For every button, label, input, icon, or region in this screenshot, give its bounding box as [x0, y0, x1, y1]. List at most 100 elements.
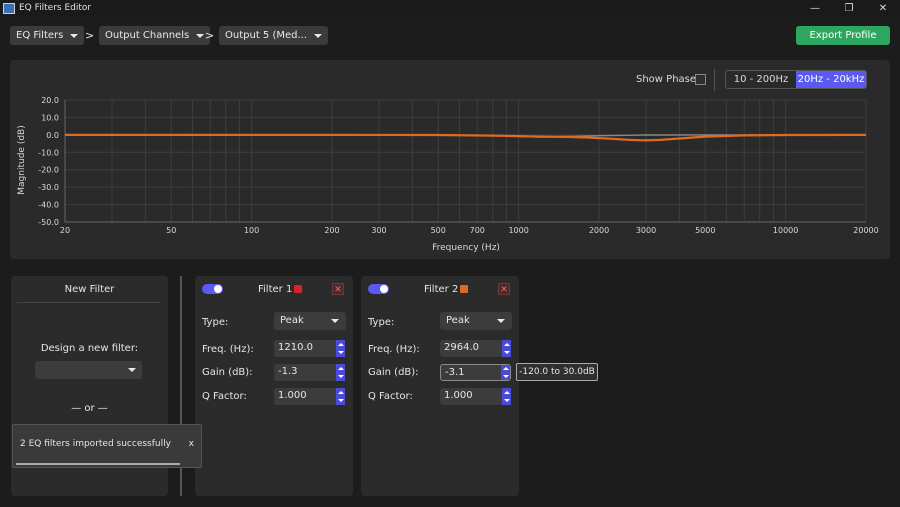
- breadcrumb-separator: >: [205, 29, 215, 42]
- filter-title: Filter 1: [258, 284, 293, 295]
- export-profile-button[interactable]: Export Profile: [796, 26, 890, 45]
- or-separator: — or —: [71, 403, 108, 414]
- window-controls: — ❐ ✕: [798, 0, 900, 16]
- chevron-down-icon: [70, 33, 79, 38]
- gain-value: -1.3: [278, 366, 298, 377]
- spin-arrows[interactable]: [502, 340, 511, 357]
- close-button[interactable]: ✕: [878, 2, 888, 14]
- arrow-up-icon: [337, 342, 344, 346]
- x-tick-label: 50: [166, 226, 176, 235]
- x-tick-label: 3000: [636, 226, 656, 235]
- x-tick-label: 1000: [508, 226, 528, 235]
- filter-color-swatch[interactable]: [460, 285, 468, 293]
- toast-progress-bar: [16, 463, 180, 465]
- arrow-down-icon: [503, 351, 510, 355]
- freq-label: Freq. (Hz):: [368, 344, 420, 355]
- chevron-down-icon: [196, 33, 205, 38]
- x-tick-label: 10000: [773, 226, 798, 235]
- y-tick-label: -40.0: [38, 201, 59, 210]
- frequency-response-panel: [10, 60, 890, 259]
- chevron-down-icon: [128, 368, 136, 372]
- x-axis-label: Frequency (Hz): [432, 243, 500, 253]
- show-phase-label: Show Phase: [636, 74, 697, 85]
- arrow-up-icon: [337, 366, 344, 370]
- filter-title: Filter 2: [424, 284, 459, 295]
- type-select-value: Peak: [280, 315, 304, 326]
- response-line-2: [65, 133, 867, 142]
- x-tick-label: 20: [60, 226, 70, 235]
- q-factor-spinbox[interactable]: 1.000: [440, 388, 511, 405]
- freq-value: 1210.0: [278, 342, 313, 353]
- x-tick-label: 100: [244, 226, 259, 235]
- range-20hz-20khz-button[interactable]: 20Hz - 20kHz: [796, 71, 866, 88]
- spin-arrows[interactable]: [336, 388, 345, 405]
- breadcrumb-separator: >: [85, 29, 95, 42]
- filter-type-select[interactable]: [35, 361, 142, 379]
- y-tick-label: -10.0: [38, 148, 59, 157]
- toolbar-divider: [714, 69, 715, 91]
- toast-message: 2 EQ filters imported successfully: [20, 439, 171, 449]
- title-bar: EQ Filters Editor — ❐ ✕: [0, 0, 900, 16]
- breadcrumb-output-5-label: Output 5 (Med...: [225, 30, 308, 41]
- type-select[interactable]: Peak: [440, 312, 512, 330]
- breadcrumb-output-5-dropdown[interactable]: Output 5 (Med...: [219, 26, 329, 45]
- show-phase-checkbox[interactable]: [695, 74, 706, 85]
- gain-label: Gain (dB):: [202, 367, 253, 378]
- arrow-up-icon: [503, 390, 510, 394]
- filter-card-2: Filter 2 ✕ Type: Peak Freq. (Hz): 2964.0…: [361, 276, 519, 496]
- spin-arrows[interactable]: [501, 365, 510, 380]
- freq-label: Freq. (Hz):: [202, 344, 254, 355]
- q-factor-spinbox[interactable]: 1.000: [274, 388, 345, 405]
- gain-range-tooltip: -120.0 to 30.0dB: [516, 363, 598, 381]
- arrow-up-icon: [337, 390, 344, 394]
- breadcrumb-output-channels-dropdown[interactable]: Output Channels: [99, 26, 211, 45]
- spin-arrows[interactable]: [336, 340, 345, 357]
- spin-arrows[interactable]: [502, 388, 511, 405]
- new-filter-title: New Filter: [64, 284, 115, 295]
- toast-close-button[interactable]: x: [188, 439, 194, 449]
- app-icon: [3, 2, 15, 14]
- toggle-knob: [214, 285, 222, 293]
- y-tick-label: 10.0: [41, 113, 59, 122]
- spin-arrows[interactable]: [336, 364, 345, 381]
- chevron-down-icon: [331, 319, 339, 323]
- minimize-button[interactable]: —: [810, 2, 820, 14]
- freq-spinbox[interactable]: 2964.0: [440, 340, 511, 357]
- chart-ticks: 20.0 10.0 0.0 -10.0 -20.0 -30.0 -40.0 -50.020 50…: [38, 96, 878, 235]
- x-tick-label: 300: [371, 226, 386, 235]
- chevron-down-icon: [314, 33, 323, 38]
- gain-value: -3.1: [445, 367, 465, 378]
- type-select[interactable]: Peak: [274, 312, 346, 330]
- chart-series: [65, 133, 867, 142]
- remove-filter-button[interactable]: ✕: [332, 283, 344, 295]
- panel-splitter[interactable]: [180, 276, 182, 496]
- gain-spinbox[interactable]: -1.3: [274, 364, 345, 381]
- arrow-down-icon: [503, 399, 510, 403]
- q-factor-label: Q Factor:: [202, 391, 247, 402]
- toggle-knob: [380, 285, 388, 293]
- type-select-value: Peak: [446, 315, 470, 326]
- y-tick-label: -50.0: [38, 218, 59, 227]
- arrow-up-icon: [502, 367, 509, 371]
- freq-spinbox[interactable]: 1210.0: [274, 340, 345, 357]
- restore-button[interactable]: ❐: [844, 2, 854, 14]
- filter-enable-toggle[interactable]: [202, 284, 223, 294]
- arrow-down-icon: [337, 399, 344, 403]
- filter-enable-toggle[interactable]: [368, 284, 389, 294]
- filter-card-1: Filter 1 ✕ Type: Peak Freq. (Hz): 1210.0…: [195, 276, 353, 496]
- breadcrumb-eq-filters-label: EQ Filters: [16, 30, 64, 41]
- x-tick-label: 20000: [853, 226, 878, 235]
- design-filter-label: Design a new filter:: [40, 343, 139, 354]
- freq-value: 2964.0: [444, 342, 479, 353]
- filter-color-swatch[interactable]: [294, 285, 302, 293]
- y-axis-label: Magnitude (dB): [17, 125, 27, 194]
- x-tick-label: 700: [470, 226, 485, 235]
- remove-filter-button[interactable]: ✕: [498, 283, 510, 295]
- range-10-200hz-button[interactable]: 10 - 200Hz: [733, 74, 789, 85]
- x-tick-label: 2000: [589, 226, 609, 235]
- breadcrumb-output-channels-label: Output Channels: [105, 30, 190, 41]
- arrow-up-icon: [503, 342, 510, 346]
- breadcrumb-eq-filters-dropdown[interactable]: EQ Filters: [10, 26, 85, 45]
- gain-spinbox[interactable]: -3.1: [440, 364, 511, 381]
- y-tick-label: 0.0: [46, 131, 59, 140]
